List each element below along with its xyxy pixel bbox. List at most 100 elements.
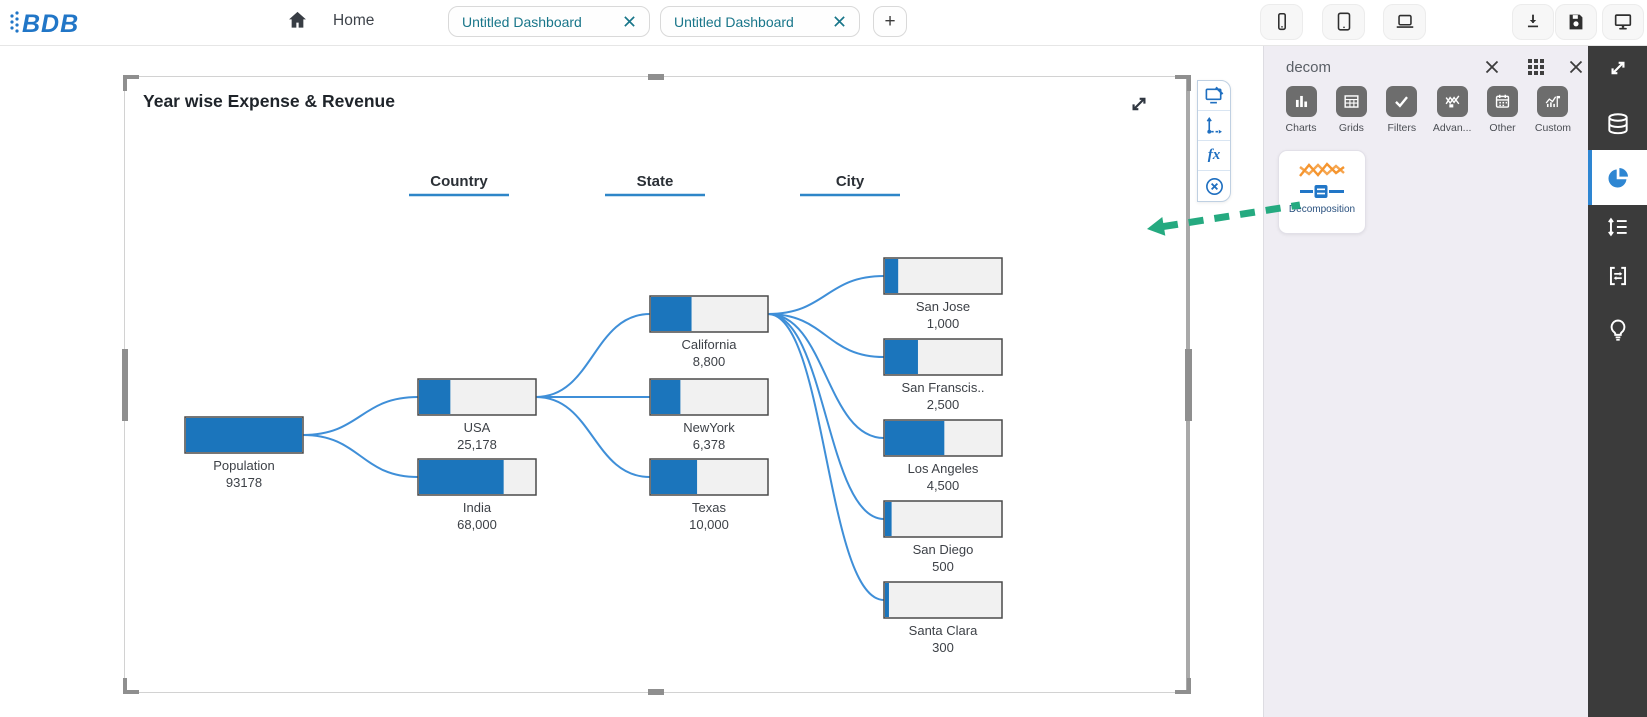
node-name-label: USA (464, 420, 491, 435)
topbar: BDB Home Untitled Dashboard Untitled Das… (0, 0, 1647, 46)
home-icon (289, 11, 306, 28)
bdb-logo[interactable]: BDB (8, 7, 103, 39)
node-value-label: 6,378 (693, 437, 726, 452)
sidebar-item-data-sources[interactable] (1588, 102, 1647, 146)
remove-widget-button[interactable] (1198, 171, 1230, 201)
category-advanced[interactable]: Advan... (1427, 86, 1477, 134)
tile-label: Decomposition (1288, 204, 1356, 215)
node-value-label: 25,178 (457, 437, 497, 452)
axes-icon (1206, 116, 1222, 134)
mobile-icon (1277, 12, 1286, 31)
bdb-logo-icon: BDB (10, 10, 78, 38)
sidebar-item-hierarchy[interactable] (1588, 205, 1647, 249)
circled-x-icon (1205, 177, 1223, 195)
edit-chart-icon (1205, 86, 1223, 104)
sidebar-item-swap[interactable] (1588, 254, 1647, 298)
component-categories: Charts Grids Filters (1276, 86, 1578, 134)
pie-chart-icon (1608, 167, 1628, 187)
clear-search-button[interactable] (1481, 56, 1503, 78)
tree-links (302, 275, 885, 601)
resize-handle-top-right[interactable] (1175, 75, 1191, 91)
close-icon (1569, 60, 1583, 74)
formula-button[interactable]: fx (1198, 141, 1230, 171)
node-value-label: 2,500 (927, 397, 960, 412)
tree-node-population[interactable]: Population 93178 (184, 416, 304, 490)
resize-handle-top-left[interactable] (123, 75, 139, 91)
resize-handle-bottom[interactable] (647, 689, 664, 695)
level-header-state: State (637, 173, 674, 190)
node-name-label: San Franscis.. (901, 380, 984, 395)
resize-handle-bottom-right[interactable] (1175, 678, 1191, 694)
resize-handle-left[interactable] (122, 348, 128, 421)
sidebar-item-charts[interactable] (1588, 150, 1647, 205)
tree-node-newyork[interactable]: NewYork 6,378 (649, 378, 769, 452)
category-grids[interactable]: Grids (1326, 86, 1376, 134)
resize-handle-top[interactable] (647, 74, 664, 80)
close-icon (1485, 60, 1499, 74)
download-button[interactable] (1512, 4, 1554, 40)
lightbulb-icon (1610, 319, 1625, 341)
level-header-country: Country (430, 173, 488, 190)
add-tab-button[interactable]: + (873, 6, 907, 37)
tree-node-texas[interactable]: Texas 10,000 (649, 458, 769, 532)
calendar-icon (1495, 94, 1510, 108)
expand-widget-icon[interactable] (1126, 91, 1152, 117)
dashboard-tab-1[interactable]: Untitled Dashboard (448, 6, 650, 37)
advanced-chart-icon (1445, 95, 1460, 108)
category-label: Filters (1387, 122, 1417, 134)
axes-settings-button[interactable] (1198, 111, 1230, 141)
close-panel-button[interactable] (1565, 56, 1587, 78)
tab-close-icon[interactable] (623, 15, 636, 28)
grid-view-button[interactable] (1525, 56, 1547, 78)
resize-handle-bottom-left[interactable] (123, 678, 139, 694)
database-icon (1607, 113, 1628, 135)
widget-title: Year wise Expense & Revenue (143, 91, 395, 111)
category-label: Other (1489, 122, 1516, 134)
swap-icon (1609, 266, 1626, 286)
node-name-label: Population (213, 458, 274, 473)
node-name-label: India (463, 500, 492, 515)
grid-table-icon (1344, 95, 1359, 108)
node-value-label: 500 (932, 559, 954, 574)
tree-node-india[interactable]: India 68,000 (417, 458, 537, 532)
node-name-label: Los Angeles (908, 461, 979, 476)
component-search-input[interactable] (1284, 54, 1464, 80)
node-name-label: San Diego (913, 542, 974, 557)
category-other[interactable]: Other (1478, 86, 1528, 134)
node-name-label: San Jose (916, 299, 970, 314)
monitor-icon (1614, 14, 1632, 30)
category-charts[interactable]: Charts (1276, 86, 1326, 134)
tree-node-san-jose[interactable]: San Jose 1,000 (883, 257, 1003, 331)
laptop-icon (1396, 14, 1413, 28)
tree-node-san-francisco[interactable]: San Franscis.. 2,500 (883, 338, 1003, 412)
sidebar-item-insights[interactable] (1588, 308, 1647, 352)
dashboard-tab-2[interactable]: Untitled Dashboard (660, 6, 860, 37)
home-button[interactable]: Home (286, 9, 374, 32)
resize-handle-right[interactable] (1185, 348, 1192, 421)
tree-node-california[interactable]: California 8,800 (649, 295, 769, 369)
decomposition-widget-tile[interactable]: Decomposition (1278, 150, 1366, 234)
component-panel: Charts Grids Filters (1263, 46, 1588, 717)
node-value-label: 10,000 (689, 517, 729, 532)
chart-widget[interactable]: Year wise Expense & Revenue Country State… (122, 74, 1192, 695)
fx-icon: fx (1207, 147, 1221, 163)
tree-node-los-angeles[interactable]: Los Angeles 4,500 (883, 419, 1003, 493)
present-button[interactable] (1602, 4, 1644, 40)
tree-node-usa[interactable]: USA 25,178 (417, 378, 537, 452)
desktop-preview-button[interactable] (1383, 4, 1426, 40)
tree-node-santa-clara[interactable]: Santa Clara 300 (883, 581, 1003, 655)
node-value-label: 1,000 (927, 316, 960, 331)
decomposition-icon (1299, 162, 1345, 198)
checkmark-icon (1395, 96, 1409, 108)
node-name-label: Texas (692, 500, 726, 515)
mobile-preview-button[interactable] (1260, 4, 1303, 40)
tree-node-san-diego[interactable]: San Diego 500 (883, 500, 1003, 574)
category-filters[interactable]: Filters (1377, 86, 1427, 134)
save-button[interactable] (1555, 4, 1597, 40)
tab-close-icon[interactable] (833, 15, 846, 28)
category-custom[interactable]: Custom (1528, 86, 1578, 134)
tablet-preview-button[interactable] (1322, 4, 1365, 40)
edit-chart-button[interactable] (1198, 81, 1230, 111)
sidebar-item-expand[interactable] (1588, 46, 1647, 90)
